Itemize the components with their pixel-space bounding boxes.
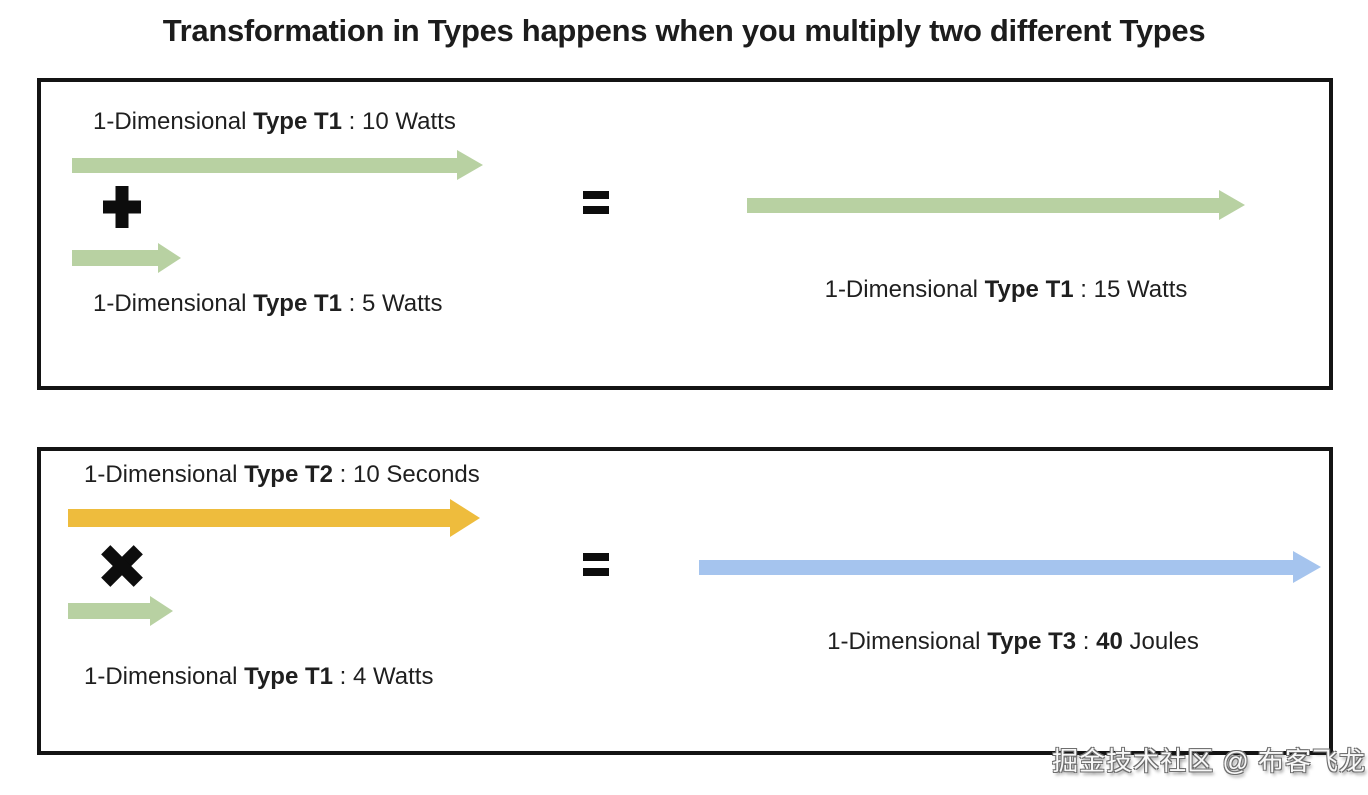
equals-icon: [583, 191, 609, 214]
arrow-head: [158, 243, 181, 273]
addition-panel: 1-Dimensional Type T1 : 10 Watts 1-Dimen…: [37, 78, 1333, 390]
label-prefix: 1-Dimensional: [93, 290, 254, 317]
label-value: : 10 Seconds: [333, 461, 480, 488]
addition-operand-bottom-label: 1-Dimensional Type T1 : 5 Watts: [93, 288, 442, 320]
label-prefix: 1-Dimensional: [84, 663, 245, 690]
arrow-t1-5-watts: [72, 243, 181, 273]
label-prefix: 1-Dimensional: [93, 108, 254, 135]
label-prefix: 1-Dimensional: [824, 276, 985, 303]
arrow-head: [150, 596, 173, 626]
addition-result-label: 1-Dimensional Type T1 : 15 Watts: [757, 274, 1255, 306]
label-value: : 5 Watts: [342, 290, 443, 317]
multiplication-panel: 1-Dimensional Type T2 : 10 Seconds 1-Dim…: [37, 447, 1333, 755]
arrow-t3-40-joules: [699, 551, 1321, 583]
label-amount: 40: [1096, 628, 1123, 655]
arrow-head: [450, 499, 480, 537]
arrow-tail: [72, 250, 158, 266]
arrow-tail: [747, 197, 1219, 213]
arrow-t1-4-watts: [68, 595, 173, 627]
label-prefix: 1-Dimensional: [827, 628, 988, 655]
label-type: Type T3: [987, 628, 1077, 655]
multiplication-operand-top-label: 1-Dimensional Type T2 : 10 Seconds: [84, 459, 480, 491]
label-type: Type T1: [253, 290, 342, 317]
label-type: Type T2: [244, 461, 333, 488]
label-value: : 10 Watts: [342, 108, 456, 135]
arrow-tail: [68, 509, 450, 527]
watermark-text: 掘金技术社区 @ 布客飞龙: [1052, 746, 1366, 776]
addition-operand-top-label: 1-Dimensional Type T1 : 10 Watts: [93, 106, 456, 138]
plus-icon: [103, 186, 141, 228]
label-type: Type T1: [244, 663, 333, 690]
label-type: Type T1: [984, 276, 1074, 303]
multiply-icon: [104, 547, 140, 584]
label-prefix: 1-Dimensional: [84, 461, 245, 488]
arrow-t1-15-watts: [747, 190, 1245, 220]
label-unit: Joules: [1122, 628, 1199, 655]
arrow-head: [1293, 551, 1321, 583]
diagram-title: Transformation in Types happens when you…: [162, 13, 1206, 48]
multiplication-result-label: 1-Dimensional Type T3 : 40 Joules: [702, 626, 1324, 658]
label-value: : 4 Watts: [333, 663, 434, 690]
equals-icon: [583, 553, 609, 576]
arrow-head: [457, 150, 483, 180]
label-value: : 15 Watts: [1073, 276, 1188, 303]
arrow-tail: [72, 157, 457, 173]
arrow-head: [1219, 190, 1245, 220]
arrow-t1-10-watts: [72, 150, 483, 180]
arrow-tail: [699, 559, 1293, 575]
label-separator: :: [1076, 628, 1097, 655]
label-type: Type T1: [253, 108, 342, 135]
arrow-t2-10-seconds: [68, 499, 480, 537]
arrow-tail: [68, 603, 150, 619]
multiplication-operand-bottom-label: 1-Dimensional Type T1 : 4 Watts: [84, 661, 433, 693]
